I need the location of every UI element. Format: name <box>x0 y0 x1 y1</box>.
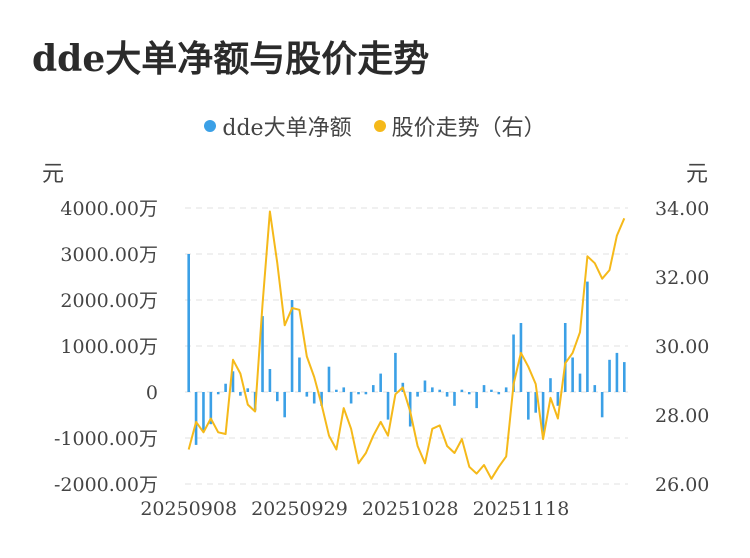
left-axis-tick-label: 2000.00万 <box>60 290 158 312</box>
dde-bar <box>497 392 501 395</box>
dde-bar <box>571 357 574 392</box>
dde-bar <box>578 373 582 392</box>
dde-bar <box>283 392 286 418</box>
dde-bar <box>379 373 382 392</box>
x-axis-tick-label: 20251028 <box>362 498 459 520</box>
dde-bar <box>431 387 434 392</box>
dde-bar <box>475 392 478 409</box>
right-axis-tick-label: 34.00 <box>655 198 709 220</box>
dde-bar <box>239 392 242 396</box>
left-axis-tick-label: 1000.00万 <box>60 336 158 358</box>
dde-bar <box>290 300 294 392</box>
dde-bar <box>386 392 390 420</box>
dde-bar <box>261 316 264 392</box>
dde-bar <box>556 392 560 406</box>
dde-bar <box>394 352 397 392</box>
dde-bar <box>312 392 316 404</box>
dde-bar <box>364 392 368 395</box>
dde-bar <box>342 387 346 392</box>
dde-bar <box>320 392 323 406</box>
right-axis-tick-label: 28.00 <box>655 405 709 427</box>
dde-bar <box>445 392 449 397</box>
right-axis-tick-label: 32.00 <box>655 267 709 289</box>
dde-bar <box>187 254 190 392</box>
dde-bar <box>216 392 220 395</box>
dde-bar <box>504 387 508 392</box>
dde-bar <box>534 392 538 413</box>
dde-bar <box>586 281 589 392</box>
dde-bar <box>231 371 235 392</box>
left-axis-tick-label: -1000.00万 <box>54 428 158 450</box>
right-axis-tick-label: 30.00 <box>655 336 709 358</box>
dde-bar <box>460 389 464 392</box>
dde-bar <box>246 388 250 392</box>
dde-bar <box>423 380 427 392</box>
chart-legend: dde大单净额 股价走势（右） <box>0 110 750 142</box>
dde-bar <box>608 359 611 392</box>
dde-bar <box>275 392 279 402</box>
dde-bar <box>482 385 486 392</box>
dde-bar <box>623 362 626 392</box>
legend-bars-marker <box>204 120 217 132</box>
x-axis-tick-label: 20251118 <box>473 498 570 520</box>
dde-bar <box>202 392 205 432</box>
price-line <box>187 210 626 480</box>
dde-bar <box>615 352 619 392</box>
x-axis-tick-label: 20250908 <box>140 498 237 520</box>
dde-bar <box>371 385 375 392</box>
dde-bar <box>527 392 530 420</box>
legend-item-line[interactable]: 股价走势（右） <box>373 110 546 142</box>
dde-bar <box>194 392 198 445</box>
legend-bars-label: dde大单净额 <box>222 116 352 141</box>
dde-bar <box>549 378 552 392</box>
dde-bar <box>416 392 419 397</box>
dde-bar <box>519 323 523 392</box>
dde-bar <box>467 392 471 395</box>
left-axis-tick-label: 3000.00万 <box>60 244 158 266</box>
dde-bar <box>349 392 353 404</box>
dde-bar <box>335 389 338 392</box>
dde-bar <box>327 366 331 392</box>
dde-bar <box>438 389 442 392</box>
right-axis-tick-label: 26.00 <box>655 474 709 496</box>
dde-bar <box>357 392 360 395</box>
right-axis-unit: 元 <box>685 162 708 187</box>
dde-bar <box>453 392 456 406</box>
left-axis-tick-label: 4000.00万 <box>60 198 158 220</box>
legend-item-bars[interactable]: dde大单净额 <box>204 110 352 142</box>
legend-line-marker <box>373 120 386 132</box>
left-axis-tick-label: -2000.00万 <box>54 474 158 496</box>
dde-bar <box>600 392 604 418</box>
chart-title: dde大单净额与股价走势 <box>32 38 430 80</box>
x-axis-tick-label: 20250929 <box>251 498 348 520</box>
left-axis-unit: 元 <box>42 162 65 187</box>
dde-bar <box>563 323 567 392</box>
dde-bar <box>490 389 493 392</box>
dde-bar <box>305 392 309 397</box>
legend-line-label: 股价走势（右） <box>391 116 546 141</box>
dde-bar <box>268 369 272 392</box>
dde-bar <box>209 392 213 425</box>
dde-bar <box>593 385 597 392</box>
dde-bar <box>224 383 227 392</box>
dde-bar <box>298 357 301 392</box>
dde-bar <box>541 392 545 436</box>
left-axis-tick-label: 0 <box>146 382 158 404</box>
dde-bar <box>512 334 515 392</box>
